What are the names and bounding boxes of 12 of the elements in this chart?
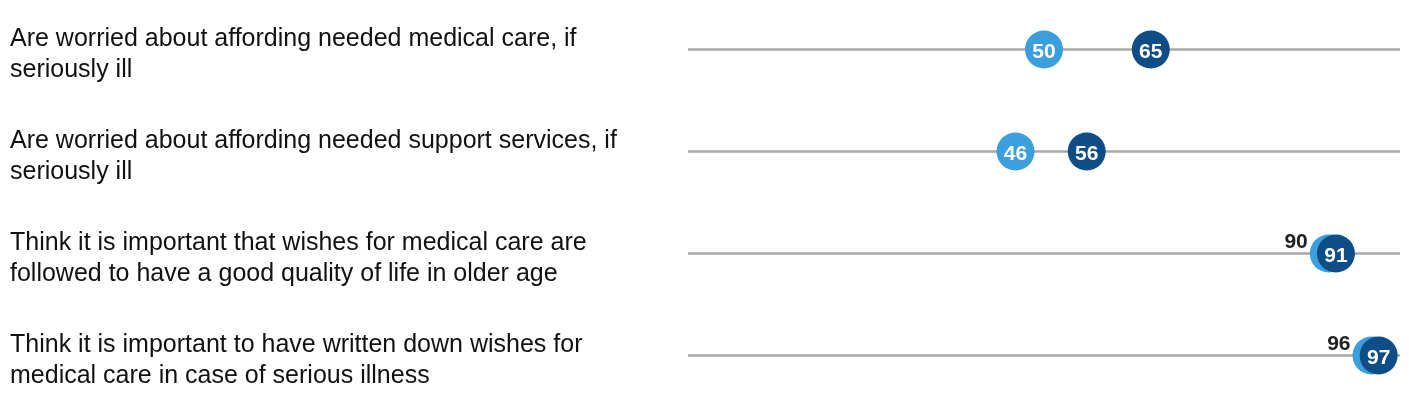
data-label: 97: [1366, 344, 1391, 368]
data-label: 96: [1327, 330, 1351, 354]
data-label: 90: [1284, 228, 1308, 252]
data-label: 56: [1075, 140, 1099, 164]
data-label: 91: [1324, 242, 1348, 266]
y-tick-label: Are worried about affording needed medical care, if seriously ill: [10, 22, 577, 82]
y-tick-label: Are worried about affording needed support services, if seriously ill: [10, 124, 617, 184]
y-tick-label: Think it is important to have written down wishes for medical care in case of serious illness: [10, 328, 583, 388]
y-tick-label: Think it is important that wishes for medical care are followed to have a good quality of life in older age: [10, 226, 587, 286]
data-label: 65: [1139, 38, 1163, 62]
data-label: 46: [1003, 140, 1028, 164]
data-label: 50: [1032, 38, 1056, 62]
